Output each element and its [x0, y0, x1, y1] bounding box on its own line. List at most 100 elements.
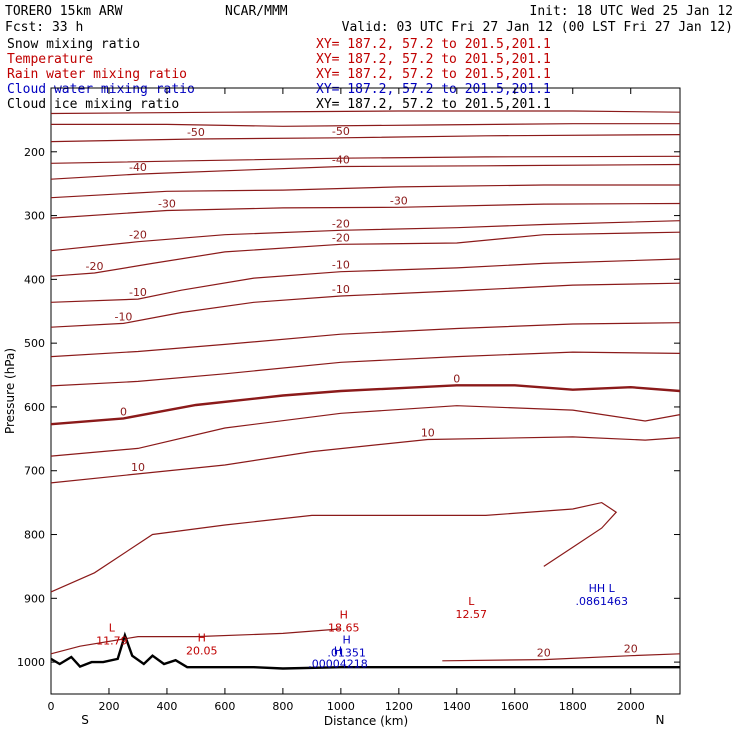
y-tick-label: 400: [24, 273, 45, 286]
x-tick-label: 0: [48, 700, 55, 713]
extremum-marker: L: [109, 621, 116, 634]
extremum-value: 20.05: [186, 645, 218, 658]
isotherm-line: [50, 202, 681, 219]
isotherm-label: -30: [158, 197, 176, 210]
extremum-value: .0861463: [575, 595, 628, 608]
extremum-marker: H: [340, 609, 348, 622]
x-tick-label: 200: [98, 700, 119, 713]
annotation-layer: L11.79 H20.05H18.65L12.57H.00004218H.0135…: [96, 582, 628, 671]
isotherm-line: [50, 282, 681, 328]
plot-area: -50 -50-40-40-30 -30-20-20-20-20-10-10-10-…: [17, 87, 681, 713]
isotherm-line: [50, 384, 681, 426]
x-tick-label: 1400: [443, 700, 471, 713]
x-axis-label: Distance (km): [324, 714, 408, 728]
isotherm-line: [50, 231, 681, 277]
isotherm-label: 0: [453, 372, 460, 385]
x-tick-label: 1000: [327, 700, 355, 713]
y-axis-label: Pressure (hPa): [3, 348, 17, 434]
y-tick-label: 700: [24, 465, 45, 478]
field-cloudwater-name: Cloud water mixing ratio: [7, 82, 195, 97]
isotherm-label: -50: [332, 125, 350, 138]
isotherm-label: 10: [421, 426, 435, 439]
isotherm-line: [50, 163, 681, 180]
extremum-value: 12.57: [456, 608, 488, 621]
field-temperature-name: Temperature: [7, 52, 93, 67]
terrain-layer: [50, 631, 680, 670]
isotherm-label: -50: [187, 126, 205, 139]
extremum-marker: H: [334, 644, 342, 657]
x-tick-label: 800: [272, 700, 293, 713]
isotherm-label: 20: [537, 647, 551, 660]
extremum-value: 18.65: [328, 622, 360, 635]
x-tick-label: 1200: [385, 700, 413, 713]
x-tick-label: 1800: [559, 700, 587, 713]
isotherm-line: [50, 628, 341, 655]
y-tick-label: 900: [24, 592, 45, 605]
south-label: S: [81, 713, 89, 727]
extremum-marker: L: [468, 595, 475, 608]
isotherm-label: -10: [332, 259, 350, 272]
isotherm-line: [50, 110, 681, 115]
x-tick-label: 600: [214, 700, 235, 713]
isotherm-label: 10: [131, 461, 145, 474]
x-tick-label: 1600: [501, 700, 529, 713]
isotherm-line: [50, 501, 618, 593]
header-model: TORERO 15km ARW: [5, 4, 123, 19]
y-tick-label: 800: [24, 529, 45, 542]
y-tick-label: 200: [24, 146, 45, 159]
isotherm-line: [50, 134, 681, 143]
field-snow-name: Snow mixing ratio: [7, 37, 140, 52]
isotherm-label: -10: [332, 283, 350, 296]
header-center: NCAR/MMM: [225, 4, 288, 19]
isotherm-line: [50, 322, 681, 358]
field-cloudice-name: Cloud ice mixing ratio: [7, 97, 179, 112]
extremum-value: .00004218: [308, 657, 368, 670]
isotherm-line: [50, 351, 681, 387]
header-init: Init: 18 UTC Wed 25 Jan 12: [530, 4, 734, 19]
isotherm-layer: -50 -50-40-40-30 -30-20-20-20-20-10-10-10-…: [50, 110, 681, 662]
isotherm-label: 0: [120, 405, 127, 418]
isotherm-label: -20: [85, 260, 103, 273]
header-fcst: Fcst: 33 h: [5, 20, 83, 35]
extremum-marker: HH L: [589, 582, 616, 595]
extremum-marker: H: [198, 632, 206, 645]
isotherm-label: 20: [624, 643, 638, 656]
isotherm-label: -40: [129, 161, 147, 174]
isotherm-line: [442, 653, 681, 662]
field-cloudwater-xy: XY= 187.2, 57.2 to 201.5,201.1: [316, 82, 551, 97]
isotherm-line: [50, 155, 681, 164]
x-tick-label: 2000: [617, 700, 645, 713]
isotherm-line: [50, 220, 681, 252]
isotherm-label: -30: [390, 194, 408, 207]
terrain-line: [50, 631, 680, 670]
extremum-value: 11.79: [96, 634, 128, 647]
isotherm-line: [51, 123, 680, 127]
isotherm-line: [50, 258, 681, 303]
isotherm-label: -20: [129, 229, 147, 242]
field-temperature-xy: XY= 187.2, 57.2 to 201.5,201.1: [316, 52, 551, 67]
field-rain-xy: XY= 187.2, 57.2 to 201.5,201.1: [316, 67, 551, 82]
y-tick-label: 500: [24, 337, 45, 350]
isotherm-line: [50, 184, 680, 199]
isotherm-label: -20: [332, 217, 350, 230]
field-rain-name: Rain water mixing ratio: [7, 67, 187, 82]
isotherm-label: -40: [332, 153, 350, 166]
x-tick-label: 400: [156, 700, 177, 713]
extremum-value: .01351: [327, 646, 366, 659]
field-snow-xy: XY= 187.2, 57.2 to 201.5,201.1: [316, 37, 551, 52]
isotherm-label: -10: [129, 286, 147, 299]
y-tick-label: 1000: [17, 656, 45, 669]
isotherm-line: [50, 405, 681, 457]
header-valid: Valid: 03 UTC Fri 27 Jan 12 (00 LST Fri …: [342, 20, 733, 35]
x-axis-ticks: 0 200 400 600 800 1000 1200 1400 1600 1800 2000: [48, 88, 645, 713]
field-cloudice-xy: XY= 187.2, 57.2 to 201.5,201.1: [316, 97, 551, 112]
y-tick-label: 300: [24, 210, 45, 223]
isotherm-label: -20: [332, 231, 350, 244]
extremum-marker: H: [343, 633, 351, 646]
isotherm-label: -10: [114, 310, 132, 323]
north-label: N: [656, 713, 665, 727]
y-tick-label: 600: [24, 401, 45, 414]
isotherm-line: [50, 436, 681, 484]
